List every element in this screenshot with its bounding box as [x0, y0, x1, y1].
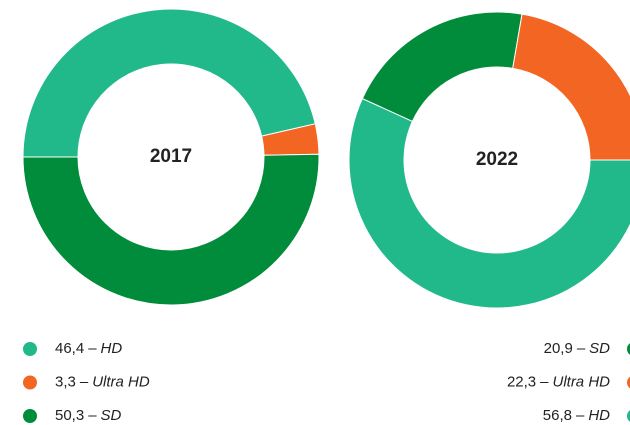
chart-title: 2017 [150, 146, 192, 167]
chart-title: 2022 [476, 149, 518, 170]
legend-category: SD [589, 340, 610, 357]
legend-separator: – [577, 340, 586, 357]
legend-swatch [627, 410, 630, 422]
legend-separator: – [88, 340, 97, 357]
legend-separator: – [80, 373, 89, 390]
legend-label: 20,9– SD [544, 340, 611, 357]
legend-label: 3,3– Ultra HD [55, 373, 150, 390]
legend-swatch [627, 343, 630, 355]
legend-item: 3,3– Ultra HD [23, 373, 150, 390]
legend-value: 20,9 [544, 340, 573, 357]
legend-swatch [23, 409, 37, 423]
legend-swatch [23, 342, 37, 356]
legend-label: 22,3– Ultra HD [507, 373, 610, 390]
legend-item: 56,8– HD [543, 407, 630, 424]
legend-category: Ultra HD [92, 373, 150, 390]
legend-item: 50,3– SD [23, 407, 122, 424]
legend-category: SD [101, 407, 122, 424]
legend-separator: – [576, 407, 585, 424]
legend-value: 46,4 [55, 340, 84, 357]
donut-slice [361, 11, 523, 123]
legend-value: 22,3 [507, 373, 536, 390]
donut-slice [512, 13, 630, 161]
legend-item: 20,9– SD [544, 340, 630, 357]
legend-value: 56,8 [543, 407, 572, 424]
legend-category: HD [588, 407, 610, 424]
legend-label: 46,4– HD [55, 340, 122, 357]
legend-label: 50,3– SD [55, 407, 122, 424]
legend-separator: – [88, 407, 97, 424]
legend-item: 22,3– Ultra HD [507, 373, 630, 390]
legend-swatch [627, 376, 630, 389]
legend-separator: – [540, 373, 549, 390]
legend-label: 56,8– HD [543, 407, 610, 424]
donut-slice [22, 153, 320, 306]
donut-slice [348, 97, 630, 309]
legend-value: 3,3 [55, 373, 76, 390]
legend-category: HD [101, 340, 123, 357]
donut-slice [22, 8, 316, 158]
legend-category: Ultra HD [552, 373, 610, 390]
legend-item: 46,4– HD [23, 340, 122, 357]
legend-value: 50,3 [55, 407, 84, 424]
legend-swatch [23, 375, 37, 390]
